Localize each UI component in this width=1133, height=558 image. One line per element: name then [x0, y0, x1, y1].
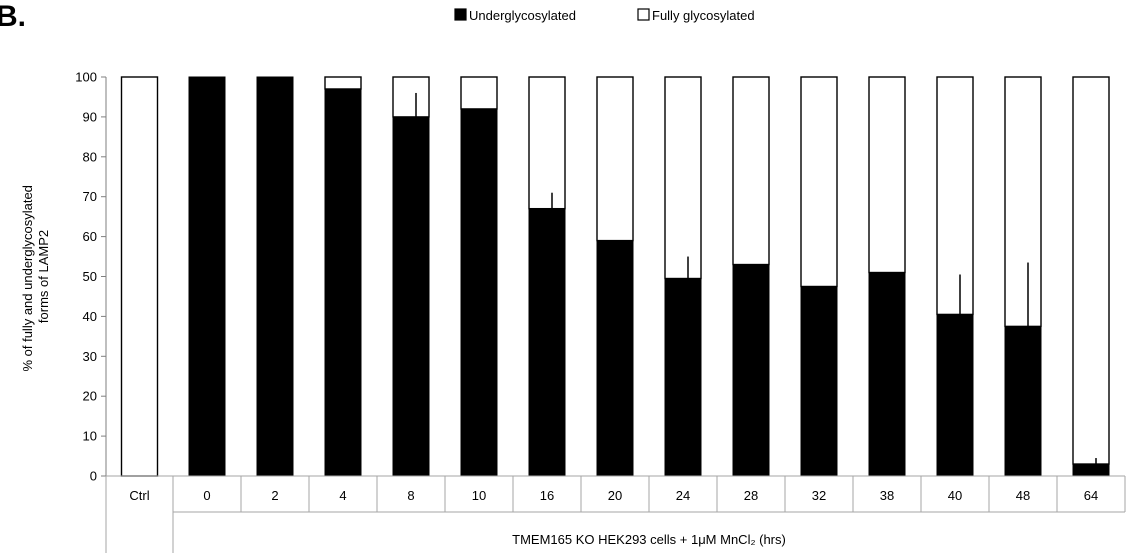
y-tick-label: 20: [83, 389, 97, 404]
bar-fully-glycosylated: [392, 76, 430, 118]
y-tick-label: 60: [83, 229, 97, 244]
bar-fully-glycosylated: [936, 76, 974, 316]
bar-fully-glycosylated: [664, 76, 702, 280]
x-tick-label: 4: [339, 488, 346, 503]
y-axis-label-line-2: forms of LAMP2: [36, 230, 51, 323]
bar-fully-glycosylated: [596, 76, 634, 242]
y-axis: 0 10 20 30 40 50 60 70 80 90 100: [75, 70, 107, 484]
panel-label: B.: [0, 0, 26, 33]
bar-fully-glycosylated: [460, 76, 498, 110]
bar-underglycosylated: [868, 272, 906, 477]
legend-label-fully-glycosylated: Fully glycosylated: [652, 8, 755, 23]
x-axis-group-label: TMEM165 KO HEK293 cells + 1μM MnCl₂ (hrs…: [512, 532, 786, 547]
y-tick-label: 10: [83, 429, 97, 444]
bar-underglycosylated: [732, 264, 770, 477]
x-tick-label: 40: [948, 488, 962, 503]
x-tick-label: 38: [880, 488, 894, 503]
x-tick-label: Ctrl: [129, 488, 149, 503]
y-tick-label: 90: [83, 109, 97, 124]
y-tick-label: 0: [90, 469, 97, 484]
bar-underglycosylated: [188, 76, 226, 477]
x-tick-label: 32: [812, 488, 826, 503]
bar-underglycosylated: [528, 208, 566, 477]
bar-fully-glycosylated: [1004, 76, 1042, 328]
y-axis-label: % of fully and underglycosylated forms o…: [20, 181, 51, 371]
x-tick-label: 48: [1016, 488, 1030, 503]
y-tick-label: 40: [83, 309, 97, 324]
bars: [120, 76, 1110, 477]
x-tick-label: 24: [676, 488, 690, 503]
x-tick-label: 0: [203, 488, 210, 503]
bar-underglycosylated: [664, 277, 702, 477]
x-tick-label: 64: [1084, 488, 1098, 503]
bar-underglycosylated: [324, 88, 362, 477]
bar-fully-glycosylated: [732, 76, 770, 266]
y-tick-label: 30: [83, 349, 97, 364]
bar-fully-glycosylated: [1072, 76, 1110, 465]
bar-underglycosylated: [256, 76, 294, 477]
x-tick-label: 10: [472, 488, 486, 503]
bar-underglycosylated: [460, 108, 498, 477]
x-tick-label: 2: [271, 488, 278, 503]
bar-fully-glycosylated: [528, 76, 566, 210]
legend: Underglycosylated Fully glycosylated: [454, 8, 755, 23]
x-axis: Ctrl 0 2 4 8 10 16 20 24 28 32 38 40 48 64: [105, 475, 1126, 553]
y-tick-label: 70: [83, 189, 97, 204]
bar-fully-glycosylated: [120, 76, 159, 477]
bar-fully-glycosylated: [324, 76, 362, 90]
legend-swatch-underglycosylated: [454, 8, 467, 21]
y-axis-label-line-1: % of fully and underglycosylated: [20, 185, 35, 371]
bar-underglycosylated: [936, 313, 974, 477]
x-tick-label: 20: [608, 488, 622, 503]
legend-swatch-fully-glycosylated: [637, 8, 650, 21]
x-tick-label: 28: [744, 488, 758, 503]
bar-fully-glycosylated: [800, 76, 838, 288]
bar-underglycosylated: [1004, 325, 1042, 477]
bar-underglycosylated: [392, 116, 430, 477]
x-tick-label: 16: [540, 488, 554, 503]
y-tick-label: 100: [75, 70, 97, 85]
y-tick-label: 50: [83, 269, 97, 284]
bar-underglycosylated: [1072, 463, 1110, 477]
y-tick-label: 80: [83, 149, 97, 164]
bar-underglycosylated: [596, 240, 634, 477]
x-tick-label: 8: [407, 488, 414, 503]
bar-fully-glycosylated: [868, 76, 906, 274]
legend-label-underglycosylated: Underglycosylated: [469, 8, 576, 23]
bar-underglycosylated: [800, 285, 838, 477]
